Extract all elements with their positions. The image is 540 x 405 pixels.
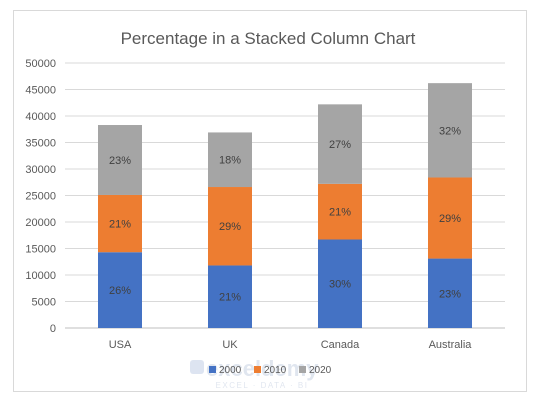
bar-segment bbox=[318, 104, 362, 184]
y-tick-label: 5000 bbox=[32, 297, 56, 309]
data-label: 21% bbox=[329, 207, 351, 219]
y-tick-label: 40000 bbox=[25, 111, 56, 123]
y-tick-label: 20000 bbox=[25, 217, 56, 229]
legend-swatch bbox=[209, 366, 216, 373]
bars: 26% 21% 23% 21% 29% 18% 30% 21% 27% 23% 29% 32% bbox=[98, 83, 472, 328]
data-label: 21% bbox=[219, 292, 241, 304]
x-tick-label: Australia bbox=[429, 339, 473, 351]
y-tick-label: 10000 bbox=[25, 270, 56, 282]
bar-segment bbox=[428, 177, 472, 259]
y-tick-label: 35000 bbox=[25, 138, 56, 150]
x-tick-label: Canada bbox=[321, 339, 360, 351]
y-tick-label: 15000 bbox=[25, 244, 56, 256]
y-tick-label: 0 bbox=[50, 323, 56, 335]
bar-segment bbox=[98, 125, 142, 195]
legend-label: 2020 bbox=[309, 365, 332, 376]
y-tick-label: 25000 bbox=[25, 191, 56, 203]
y-axis: 0 5000 10000 15000 20000 25000 30000 35000 40000… bbox=[25, 58, 56, 335]
bar-segment bbox=[98, 252, 142, 328]
legend: 2000 2010 2020 bbox=[209, 365, 332, 376]
watermark-tagline: EXCEL · DATA · BI bbox=[216, 381, 309, 390]
legend-label: 2010 bbox=[264, 365, 287, 376]
data-label: 26% bbox=[109, 285, 131, 297]
data-label: 27% bbox=[329, 139, 351, 151]
chart-title: Percentage in a Stacked Column Chart bbox=[121, 29, 416, 48]
y-tick-label: 50000 bbox=[25, 58, 56, 70]
data-label: 29% bbox=[219, 221, 241, 233]
bar-segment bbox=[428, 258, 472, 328]
bar-segment bbox=[428, 83, 472, 178]
bar-segment bbox=[208, 265, 252, 328]
data-label: 29% bbox=[439, 213, 461, 225]
data-label: 18% bbox=[219, 155, 241, 167]
data-label: 32% bbox=[439, 125, 461, 137]
data-label: 21% bbox=[109, 219, 131, 231]
legend-swatch bbox=[299, 366, 306, 373]
bar-segment bbox=[98, 194, 142, 253]
x-tick-label: USA bbox=[109, 339, 132, 351]
legend-label: 2000 bbox=[219, 365, 242, 376]
bar-segment bbox=[208, 187, 252, 266]
y-tick-label: 30000 bbox=[25, 164, 56, 176]
bar-segment bbox=[318, 183, 362, 240]
data-label: 30% bbox=[329, 279, 351, 291]
data-label: 23% bbox=[439, 288, 461, 300]
y-tick-label: 45000 bbox=[25, 85, 56, 97]
watermark-logo-mark bbox=[190, 360, 204, 374]
bar-segment bbox=[208, 132, 252, 188]
legend-swatch bbox=[254, 366, 261, 373]
x-axis: USA UK Canada Australia bbox=[109, 339, 473, 351]
data-label: 23% bbox=[109, 155, 131, 167]
x-tick-label: UK bbox=[222, 339, 238, 351]
bar-segment bbox=[318, 239, 362, 328]
